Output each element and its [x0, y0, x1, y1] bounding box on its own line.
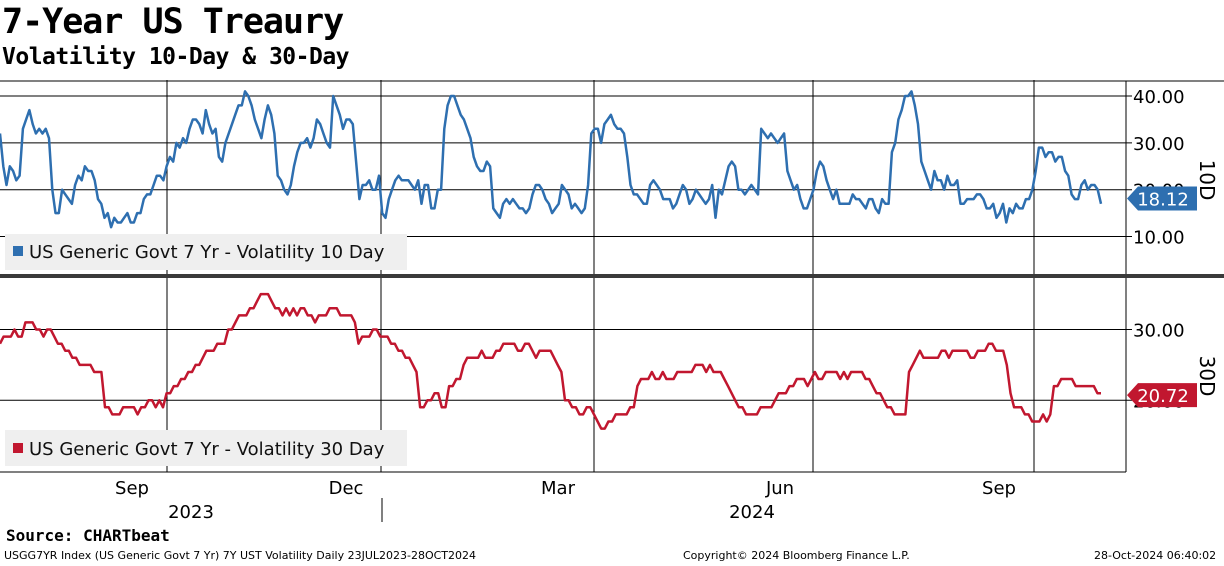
footer-timestamp: 28-Oct-2024 06:40:02	[1094, 549, 1217, 562]
x-month-label: Sep	[115, 478, 149, 499]
legend-label-30d: US Generic Govt 7 Yr - Volatility 30 Day	[29, 439, 385, 460]
x-month-label: Mar	[541, 478, 576, 499]
x-month-label: Jun	[765, 478, 794, 499]
chart-title: 7-Year US Treaury	[2, 2, 344, 42]
series-line-10d	[0, 90, 1103, 229]
axis-label-30d: 30D	[1195, 356, 1219, 397]
last-value-tag-10d: 18.12	[1127, 186, 1197, 211]
footer-description: USGG7YR Index (US Generic Govt 7 Yr) 7Y …	[4, 549, 477, 562]
legend-label-10d: US Generic Govt 7 Yr - Volatility 10 Day	[29, 242, 385, 263]
chart-subtitle: Volatility 10-Day & 30-Day	[2, 44, 350, 70]
last-value-30d: 20.72	[1137, 386, 1189, 407]
source-note: Source: CHARTbeat	[6, 526, 170, 545]
x-year-label: 2024	[729, 502, 775, 523]
x-month-label: Sep	[982, 478, 1016, 499]
legend-swatch-30d	[13, 443, 23, 453]
x-year-label: 2023	[168, 502, 214, 523]
footer-copyright: Copyright© 2024 Bloomberg Finance L.P.	[683, 549, 910, 562]
axis-label-10d: 10D	[1195, 160, 1219, 201]
y-tick-label: 10.00	[1133, 228, 1185, 249]
series-line-30d	[0, 292, 1101, 430]
last-value-tag-30d: 20.72	[1127, 383, 1197, 408]
y-tick-label: 30.00	[1133, 321, 1185, 342]
x-month-label: Dec	[329, 478, 364, 499]
y-tick-label: 40.00	[1133, 87, 1185, 108]
y-tick-label: 30.00	[1133, 134, 1185, 155]
last-value-10d: 18.12	[1137, 190, 1189, 211]
legend-swatch-10d	[13, 246, 23, 256]
legend-box-10d	[5, 234, 407, 270]
legend-box-30d	[5, 430, 407, 466]
